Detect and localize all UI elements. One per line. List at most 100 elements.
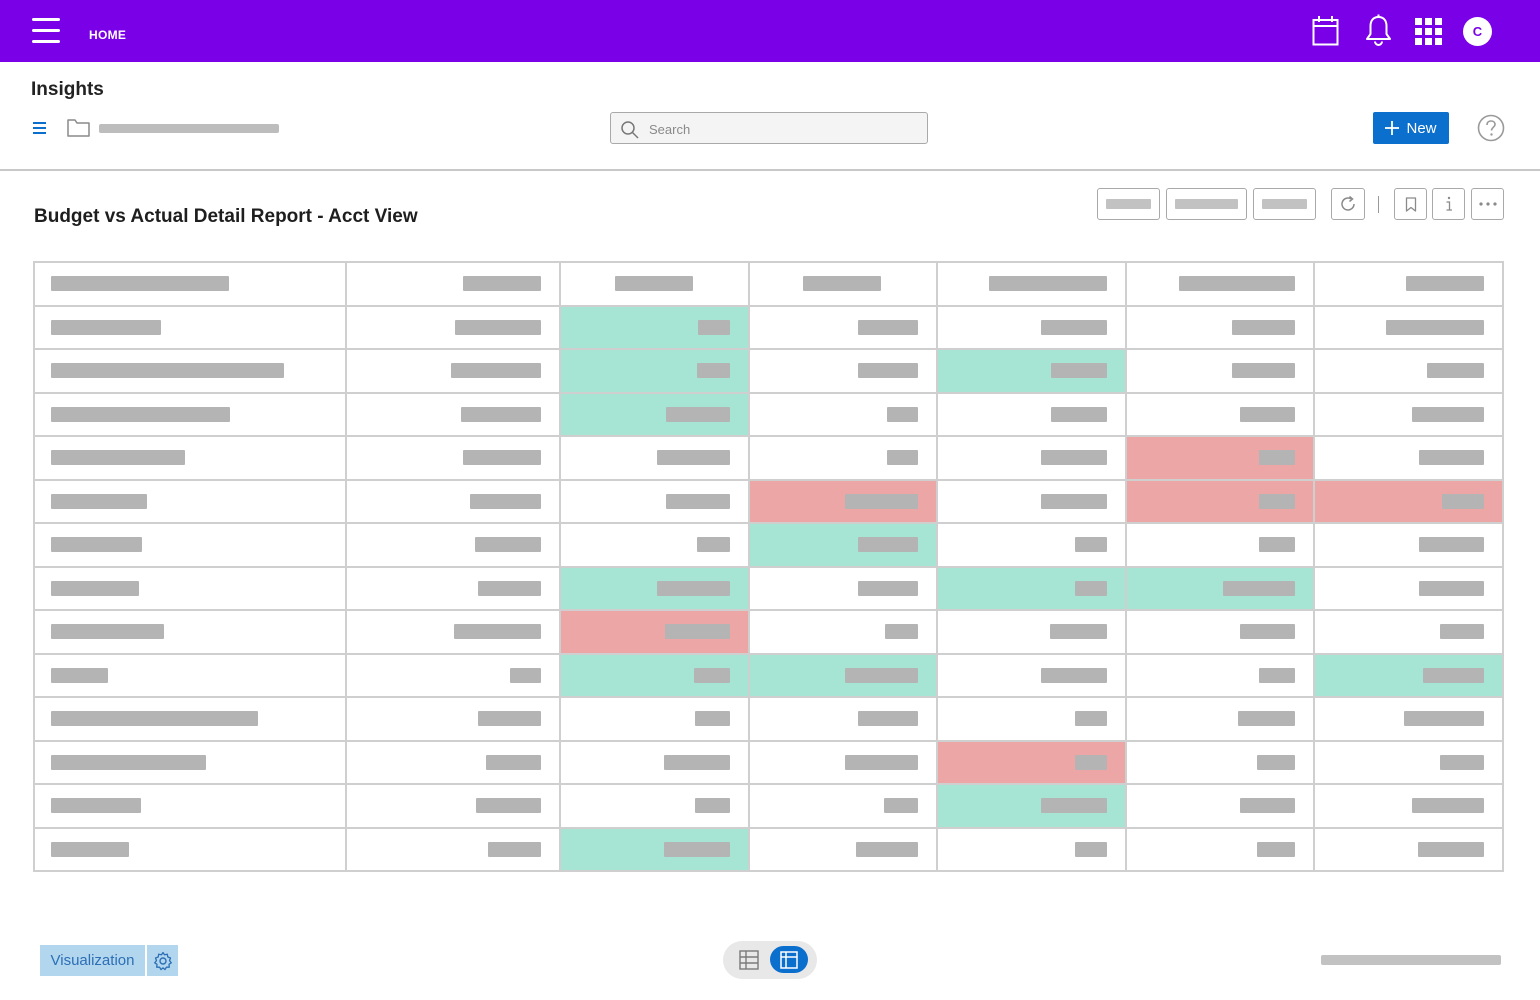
table-cell <box>1313 652 1504 698</box>
refresh-button[interactable] <box>1331 188 1365 220</box>
top-nav-bar: HOME C <box>0 0 1540 62</box>
table-row[interactable] <box>33 652 1504 698</box>
table-cell <box>1125 522 1315 568</box>
pivot-view-button[interactable] <box>770 946 808 973</box>
view-toggle <box>723 941 817 979</box>
table-cell <box>748 348 938 394</box>
column-header[interactable] <box>559 261 750 307</box>
refresh-icon <box>1341 195 1355 211</box>
toolbar-separator <box>1378 196 1379 213</box>
toolbar-button-1[interactable] <box>1097 188 1160 220</box>
help-icon[interactable] <box>1477 114 1505 142</box>
table-cell <box>748 696 938 742</box>
table-cell <box>33 609 347 655</box>
table-cell <box>33 478 347 524</box>
table-cell <box>936 391 1127 437</box>
more-options-button[interactable] <box>1471 188 1504 220</box>
column-header[interactable] <box>936 261 1127 307</box>
table-cell <box>559 348 750 394</box>
table-row[interactable] <box>33 826 1504 872</box>
table-cell <box>936 304 1127 350</box>
table-cell <box>345 348 561 394</box>
folder-icon[interactable] <box>67 118 90 137</box>
table-cell <box>1313 478 1504 524</box>
table-cell <box>1313 565 1504 611</box>
table-row[interactable] <box>33 609 1504 655</box>
table-cell <box>559 304 750 350</box>
plus-icon <box>1385 121 1400 135</box>
table-cell <box>1313 696 1504 742</box>
calendar-icon[interactable] <box>1312 15 1339 46</box>
table-cell <box>748 435 938 481</box>
table-row[interactable] <box>33 435 1504 481</box>
visualization-button[interactable]: Visualization <box>40 945 145 976</box>
table-cell <box>936 826 1127 872</box>
column-header[interactable] <box>33 261 347 307</box>
table-cell <box>936 565 1127 611</box>
table-row[interactable] <box>33 696 1504 742</box>
table-cell <box>1313 783 1504 829</box>
table-cell <box>345 609 561 655</box>
bookmark-icon <box>1405 196 1416 212</box>
table-cell <box>559 478 750 524</box>
table-cell <box>1125 739 1315 785</box>
bell-icon[interactable] <box>1365 14 1392 47</box>
column-header[interactable] <box>748 261 938 307</box>
table-cell <box>1125 652 1315 698</box>
table-row[interactable] <box>33 783 1504 829</box>
table-cell <box>33 391 347 437</box>
breadcrumb-path[interactable] <box>99 124 279 133</box>
table-cell <box>1125 696 1315 742</box>
table-cell <box>559 522 750 568</box>
table-view-icon[interactable] <box>739 950 759 970</box>
table-cell <box>1125 391 1315 437</box>
table-cell <box>1313 739 1504 785</box>
table-row[interactable] <box>33 478 1504 524</box>
table-row[interactable] <box>33 565 1504 611</box>
menu-icon[interactable] <box>32 18 60 44</box>
table-header-row <box>33 261 1504 307</box>
table-row[interactable] <box>33 739 1504 785</box>
apps-grid-icon[interactable] <box>1415 18 1442 45</box>
table-cell <box>748 783 938 829</box>
table-cell <box>345 696 561 742</box>
toolbar-button-2[interactable] <box>1166 188 1247 220</box>
table-cell <box>33 435 347 481</box>
column-header[interactable] <box>1313 261 1504 307</box>
table-row[interactable] <box>33 348 1504 394</box>
table-cell <box>33 826 347 872</box>
info-button[interactable] <box>1432 188 1465 220</box>
new-button[interactable]: New <box>1373 112 1449 144</box>
home-link[interactable]: HOME <box>89 28 127 42</box>
more-icon <box>1478 202 1497 206</box>
visualization-settings-button[interactable] <box>147 945 178 976</box>
info-icon <box>1446 196 1452 211</box>
gear-icon <box>153 951 172 970</box>
table-cell <box>748 652 938 698</box>
search-input[interactable] <box>647 119 921 139</box>
column-header[interactable] <box>345 261 561 307</box>
table-row[interactable] <box>33 304 1504 350</box>
list-view-icon[interactable] <box>33 122 46 134</box>
table-row[interactable] <box>33 522 1504 568</box>
table-cell <box>1313 348 1504 394</box>
table-cell <box>936 783 1127 829</box>
table-cell <box>559 783 750 829</box>
bookmark-button[interactable] <box>1394 188 1427 220</box>
user-avatar[interactable]: C <box>1463 17 1492 46</box>
column-header[interactable] <box>1125 261 1315 307</box>
table-cell <box>936 478 1127 524</box>
table-row[interactable] <box>33 391 1504 437</box>
table-cell <box>1313 435 1504 481</box>
page-title: Insights <box>31 79 104 100</box>
table-cell <box>1125 348 1315 394</box>
toolbar-button-3[interactable] <box>1253 188 1316 220</box>
table-cell <box>1125 565 1315 611</box>
table-cell <box>1313 522 1504 568</box>
table-cell <box>936 739 1127 785</box>
table-cell <box>936 652 1127 698</box>
table-cell <box>936 609 1127 655</box>
table-cell <box>345 522 561 568</box>
search-box[interactable] <box>610 112 928 144</box>
table-cell <box>1125 435 1315 481</box>
